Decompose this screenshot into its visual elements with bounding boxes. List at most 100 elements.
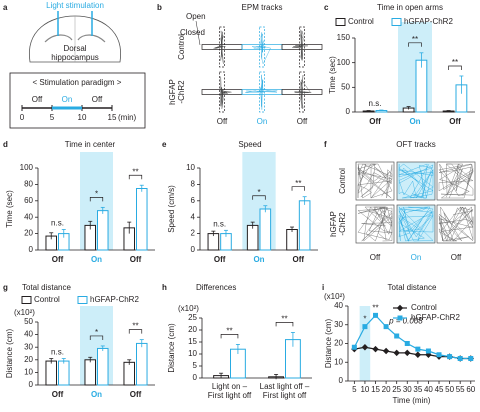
bar bbox=[123, 361, 136, 386]
marker bbox=[394, 333, 400, 339]
y-tick-label: 50 bbox=[341, 82, 350, 91]
timeline-tick-label: 5 bbox=[50, 113, 55, 122]
y-axis-label: Speed (cm/s) bbox=[167, 185, 176, 233]
arena bbox=[355, 204, 395, 244]
y-tick-label: 40 bbox=[24, 330, 33, 339]
track bbox=[438, 206, 474, 242]
bar bbox=[136, 188, 148, 251]
bar bbox=[298, 200, 311, 251]
x-tick-label: Off bbox=[293, 255, 305, 264]
marker bbox=[447, 354, 453, 360]
panel-label: i bbox=[322, 283, 324, 292]
significance-bracket bbox=[128, 174, 143, 180]
marker bbox=[361, 344, 369, 351]
x-tick-label: On bbox=[253, 255, 264, 264]
row-label: -ChR2 bbox=[177, 80, 186, 104]
significance-label: * bbox=[363, 315, 366, 324]
legend-swatch bbox=[335, 18, 346, 26]
row-label: hGFAP bbox=[168, 79, 177, 105]
light-label: Light stimulation bbox=[46, 1, 104, 10]
y-tick-label: 20 bbox=[188, 325, 197, 334]
significance-label: ** bbox=[132, 167, 138, 176]
track bbox=[398, 163, 434, 199]
y-tick-label: 0 bbox=[191, 245, 196, 254]
arena bbox=[355, 161, 395, 201]
x-tick-label: 40 bbox=[424, 385, 433, 394]
track bbox=[357, 206, 393, 242]
x-tick-label: 55 bbox=[456, 385, 465, 394]
y-tick-label: 10 bbox=[334, 357, 343, 366]
y-tick-label: 20 bbox=[24, 229, 33, 238]
x-tick-label: Off bbox=[52, 390, 64, 399]
significance-label: ** bbox=[281, 315, 287, 324]
y-tick-label: 4 bbox=[191, 212, 196, 221]
marker bbox=[436, 352, 442, 358]
marker bbox=[362, 324, 368, 330]
x-tick-label: Last light off – bbox=[260, 382, 310, 391]
track bbox=[252, 32, 271, 65]
timeline-tick-label: 0 bbox=[20, 113, 25, 122]
y-tick-label: 40 bbox=[334, 301, 343, 310]
column-label: On bbox=[411, 253, 422, 262]
x-tick-label: 5 bbox=[352, 385, 357, 394]
panel-label: a bbox=[3, 3, 8, 12]
column-label: Off bbox=[451, 253, 462, 262]
y-axis-label: Distance (cm) bbox=[324, 318, 333, 368]
marker bbox=[397, 315, 403, 321]
marker bbox=[383, 324, 389, 330]
x-tick-label: 30 bbox=[403, 385, 412, 394]
column-label: Off bbox=[297, 117, 308, 126]
y-tick-label: 2 bbox=[191, 229, 196, 238]
x-tick-label: 25 bbox=[392, 385, 401, 394]
column-label: On bbox=[257, 117, 268, 126]
paradigm-box bbox=[9, 72, 146, 129]
y-tick-label: 150 bbox=[337, 33, 351, 42]
x-tick-label: Off bbox=[52, 255, 64, 264]
chart-title: Total distance bbox=[22, 283, 71, 292]
marker bbox=[372, 345, 379, 353]
region-label: Dorsal bbox=[63, 44, 86, 53]
marker bbox=[415, 346, 421, 352]
x-axis-label: Time (min) bbox=[393, 396, 431, 405]
x-tick-label: 10 bbox=[360, 385, 369, 394]
panel-label: b bbox=[157, 3, 162, 12]
y-tick-label: 50 bbox=[24, 317, 33, 326]
bar bbox=[246, 224, 259, 251]
x-tick-label: On bbox=[91, 390, 102, 399]
legend-label: hGFAP-ChR2 bbox=[411, 313, 460, 322]
timeline-tick-label: 10 bbox=[78, 113, 87, 122]
legend-label: Control bbox=[348, 17, 374, 26]
y-tick-label: 8 bbox=[191, 180, 196, 189]
x-tick-label: Off bbox=[369, 117, 381, 126]
timeline-tick-label: 15 bbox=[108, 113, 117, 122]
panel-label: c bbox=[324, 3, 329, 12]
marker bbox=[404, 341, 410, 346]
arm-label: Open bbox=[186, 12, 206, 21]
y-multiplier: (x10²) bbox=[324, 292, 345, 301]
significance-label: n.s. bbox=[369, 99, 382, 108]
chart-title: Time in center bbox=[65, 140, 116, 149]
significance-label: n.s. bbox=[51, 219, 64, 228]
x-tick-label: 45 bbox=[435, 385, 444, 394]
row-label: Control bbox=[177, 34, 186, 60]
significance-bracket bbox=[275, 322, 294, 327]
significance-label: n.s. bbox=[213, 219, 226, 228]
y-tick-label: 5 bbox=[193, 361, 198, 370]
significance-label: * bbox=[95, 189, 98, 198]
column-label: Off bbox=[217, 117, 228, 126]
x-tick-label: Off bbox=[449, 117, 461, 126]
significance-label: ** bbox=[132, 322, 138, 331]
marker bbox=[393, 349, 400, 357]
x-tick-label: Light on – bbox=[212, 382, 248, 391]
y-tick-label: 20 bbox=[334, 339, 343, 348]
y-tick-label: 40 bbox=[24, 212, 33, 221]
y-axis-label: Distance (cm) bbox=[167, 323, 176, 373]
bar bbox=[97, 210, 109, 251]
chart-title: Total distance bbox=[388, 283, 437, 292]
significance-label: n.s. bbox=[51, 348, 64, 357]
y-tick-label: 0 bbox=[29, 380, 34, 389]
x-tick-label: Off bbox=[214, 255, 226, 264]
panel-label: g bbox=[3, 283, 8, 292]
y-tick-label: 20 bbox=[24, 355, 33, 364]
bar bbox=[84, 359, 97, 386]
